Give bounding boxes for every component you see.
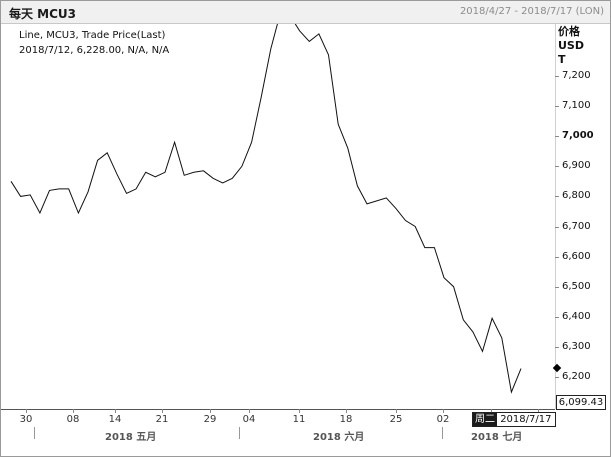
y-tick-label: 6,400 xyxy=(562,310,591,322)
y-tick-label: 6,500 xyxy=(562,280,591,292)
y-tick-mark xyxy=(555,286,559,288)
x-tick-label: 18 xyxy=(339,414,353,425)
y-tick-label: 6,800 xyxy=(562,190,591,202)
y-tick-mark xyxy=(555,256,559,258)
price-axis-label: 价格 USD T xyxy=(558,25,584,67)
x-tick-mark xyxy=(538,409,539,413)
y-tick-mark xyxy=(555,226,559,228)
price-axis-label-line1: 价格 xyxy=(558,25,580,38)
crosshair-date: 2018/7/17 xyxy=(500,414,552,425)
crosshair-date-label: 周二 2018/7/17 xyxy=(472,412,556,427)
x-axis[interactable] xyxy=(1,409,555,457)
y-tick-mark xyxy=(555,136,559,138)
month-separator xyxy=(239,427,240,439)
y-tick-mark xyxy=(555,196,559,198)
y-tick-mark xyxy=(555,346,559,348)
price-chart-svg[interactable] xyxy=(1,24,555,409)
y-tick-mark xyxy=(555,166,559,168)
x-tick-mark xyxy=(249,409,250,413)
legend-crosshair-values: 2018/7/12, 6,228.00, N/A, N/A xyxy=(19,45,170,56)
y-tick-label: 6,300 xyxy=(562,340,591,352)
last-price-label: 6,099.43 xyxy=(556,395,606,410)
x-tick-mark xyxy=(396,409,397,413)
price-axis-label-line3: T xyxy=(558,53,566,66)
x-month-label: 2018 六月 xyxy=(313,432,365,443)
x-tick-label: 14 xyxy=(108,414,122,425)
y-tick-mark xyxy=(555,316,559,318)
y-tick-label: 7,100 xyxy=(562,100,591,112)
x-tick-mark xyxy=(210,409,211,413)
crosshair-weekday: 周二 xyxy=(473,413,497,426)
chart-header: 每天 MCU3 2018/4/27 - 2018/7/17 (LON) xyxy=(1,1,610,24)
chart-title: 每天 MCU3 xyxy=(9,7,77,21)
date-range: 2018/4/27 - 2018/7/17 (LON) xyxy=(459,6,604,17)
x-tick-mark xyxy=(443,409,444,413)
x-tick-label: 02 xyxy=(436,414,450,425)
x-tick-mark xyxy=(26,409,27,413)
y-tick-label: 6,700 xyxy=(562,220,591,232)
legend-series-name: Line, MCU3, Trade Price(Last) xyxy=(19,30,166,41)
y-tick-mark xyxy=(555,377,559,378)
month-separator xyxy=(34,427,35,439)
price-axis-label-line2: USD xyxy=(558,39,584,52)
plot-area[interactable] xyxy=(1,24,555,409)
x-tick-label: 30 xyxy=(19,414,33,425)
y-tick-mark xyxy=(555,76,559,77)
y-tick-label: 7,000 xyxy=(562,130,594,142)
x-month-label: 2018 五月 xyxy=(105,432,157,443)
y-tick-label: 6,200 xyxy=(562,371,591,382)
x-tick-label: 29 xyxy=(203,414,217,425)
x-tick-label: 08 xyxy=(66,414,80,425)
x-tick-label: 21 xyxy=(155,414,169,425)
month-separator xyxy=(442,427,443,439)
x-tick-label: 11 xyxy=(292,414,306,425)
y-tick-label: 6,900 xyxy=(562,160,591,172)
x-tick-mark xyxy=(299,409,300,413)
x-month-label: 2018 七月 xyxy=(471,432,523,443)
x-tick-mark xyxy=(162,409,163,413)
y-tick-label: 6,600 xyxy=(562,250,591,262)
price-line xyxy=(10,24,522,394)
x-tick-label: 25 xyxy=(389,414,403,425)
x-tick-mark xyxy=(115,409,116,413)
axis-separator xyxy=(555,24,556,409)
x-tick-mark xyxy=(491,409,492,413)
x-tick-label: 04 xyxy=(242,414,256,425)
y-tick-mark xyxy=(555,106,559,108)
y-tick-label: 7,200 xyxy=(562,70,591,81)
x-tick-mark xyxy=(73,409,74,413)
x-tick-mark xyxy=(346,409,347,413)
